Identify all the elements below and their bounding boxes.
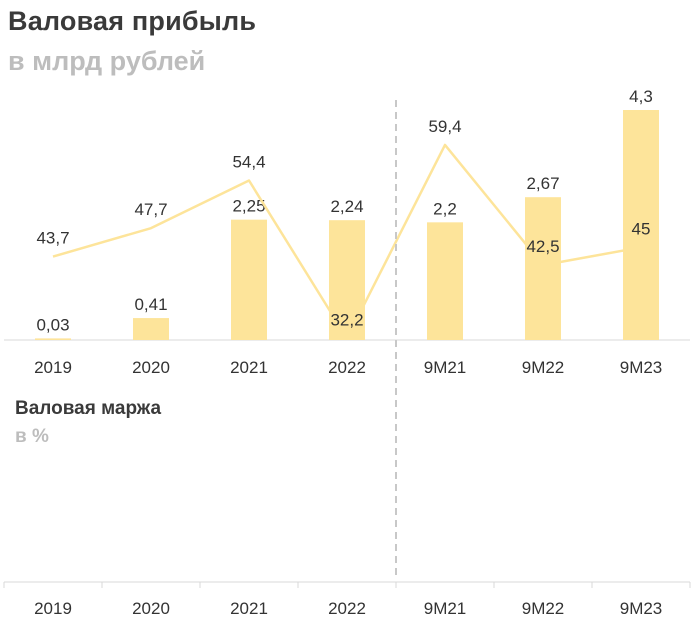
- line-value-label-2020: 47,7: [134, 200, 167, 219]
- line-x-tick-9M23: 9M23: [620, 599, 663, 618]
- line-value-label-9M21: 59,4: [428, 117, 461, 136]
- line-x-tick-2020: 2020: [132, 599, 170, 618]
- line-value-label-2021: 54,4: [232, 153, 265, 172]
- bar-value-label-9M23: 4,3: [629, 87, 653, 106]
- line-value-label-9M22: 42,5: [526, 237, 559, 256]
- bar-x-tick-2022: 2022: [328, 358, 366, 377]
- margin-line-series: [52, 143, 642, 340]
- bar-9M21: [427, 222, 463, 340]
- bar-value-label-2022: 2,24: [330, 197, 363, 216]
- bar-value-label-9M21: 2,2: [433, 199, 457, 218]
- bar-x-tick-2021: 2021: [230, 358, 268, 377]
- bar-9M22: [525, 197, 561, 340]
- bar-2019: [35, 338, 71, 340]
- line-x-tick-9M22: 9M22: [522, 599, 565, 618]
- bar-x-tick-2019: 2019: [34, 358, 72, 377]
- bar-2020: [133, 318, 169, 340]
- chart-title-gross-margin: Валовая маржа: [15, 398, 162, 419]
- bar-9M23: [623, 110, 659, 340]
- line-value-label-2022: 32,2: [330, 310, 363, 329]
- chart-subtitle-gross-margin: в %: [15, 426, 49, 447]
- line-value-label-9M23: 45: [632, 219, 651, 238]
- bar-x-tick-2020: 2020: [132, 358, 170, 377]
- bar-value-label-2020: 0,41: [134, 295, 167, 314]
- line-x-tick-2022: 2022: [328, 599, 366, 618]
- bar-x-tick-9M21: 9M21: [424, 358, 467, 377]
- bar-x-tick-9M22: 9M22: [522, 358, 565, 377]
- bar-2021: [231, 219, 267, 340]
- line-x-tick-2021: 2021: [230, 599, 268, 618]
- chart-title-gross-profit: Валовая прибыль: [8, 6, 257, 36]
- line-value-label-2019: 43,7: [36, 229, 69, 248]
- bar-x-tick-9M23: 9M23: [620, 358, 663, 377]
- line-x-tick-9M21: 9M21: [424, 599, 467, 618]
- chart-subtitle-gross-profit: в млрд рублей: [8, 46, 206, 76]
- bar-value-label-2021: 2,25: [232, 197, 265, 216]
- line-x-tick-2019: 2019: [34, 599, 72, 618]
- bar-value-label-9M22: 2,67: [526, 174, 559, 193]
- bar-value-label-2019: 0,03: [36, 315, 69, 334]
